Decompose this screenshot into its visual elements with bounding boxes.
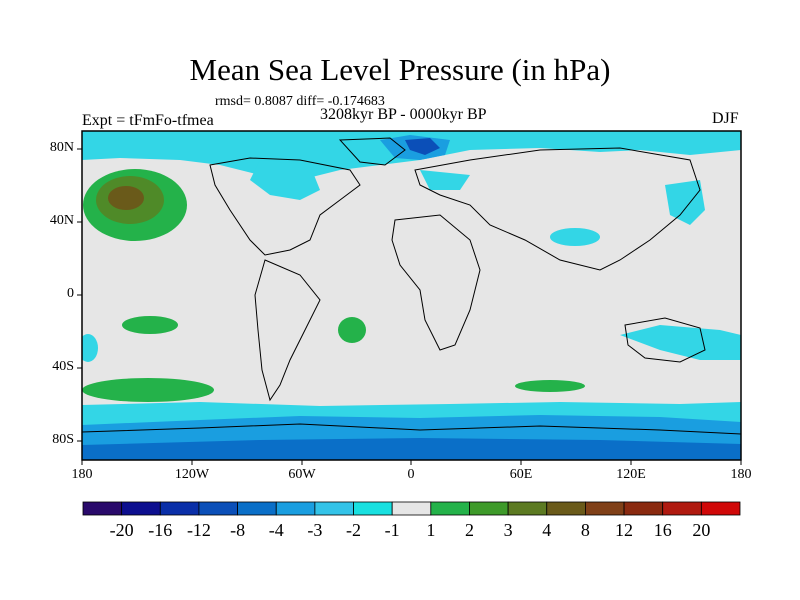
hudson-anomaly [420,170,470,190]
lat-ticks [77,148,82,442]
canada-anomaly [250,160,320,200]
southern-ocean-high-a [82,378,214,402]
colorbar-label: -16 [148,520,173,540]
lon-label-120w: 120W [174,467,210,482]
colorbar-swatch [662,501,702,516]
colorbar-label: -8 [230,520,246,540]
lat-label-0: 0 [67,286,74,301]
tibet-anomaly [550,228,600,246]
antarctica-coast [82,423,741,435]
lon-ticks [81,460,742,465]
colorbar-swatch [275,501,316,516]
south-america-coast [254,259,321,402]
africa-coast [391,214,481,351]
japan-anomaly [665,180,705,225]
lon-label-0: 0 [407,467,415,482]
colorbar-label: -4 [268,520,284,540]
colorbar-label: 20 [692,520,711,540]
south-atlantic-high [338,317,366,343]
south-pacific-high [122,316,178,334]
colorbar-swatch [314,501,354,516]
colorbar-label: 4 [542,520,552,540]
colorbar-swatch [507,501,548,516]
lat-label-40s: 40S [52,359,74,374]
colorbar-swatch [623,501,664,516]
colorbar-label: 8 [580,520,590,540]
colorbar-label: 16 [653,520,672,540]
colorbar-label: -1 [384,520,400,540]
colorbar-swatch [237,501,277,516]
australia-anomaly [620,325,741,360]
colorbar-label: 3 [503,520,513,540]
period-label: 3208kyr BP - 0000kyr BP [320,106,487,123]
north-pacific-high-core [108,186,144,210]
pressure-anomaly-field [82,131,741,460]
lat-label-40n: 40N [49,213,74,228]
greenland-low-core [405,138,440,155]
colorbar-label: -2 [346,520,362,540]
lon-label-60w: 60W [288,467,316,482]
australia-coast [624,317,706,363]
colorbar-label: -20 [109,520,134,540]
colorbar-swatch [198,501,238,516]
lon-label-60e: 60E [509,467,533,482]
southern-ocean-high-b [515,380,585,392]
colorbar-label: -12 [186,520,211,540]
season-label: DJF [712,110,739,127]
colorbar-swatch [82,501,123,516]
coastlines [82,137,741,435]
colorbar-swatch [159,501,200,516]
colorbar [82,501,741,516]
eurasia-coast [414,147,701,271]
lon-label-120e: 120E [616,467,646,482]
west-pacific-anomaly [82,334,98,362]
map-title: Mean Sea Level Pressure (in hPa) [189,52,611,87]
colorbar-label: -3 [307,520,323,540]
antarctic-core [82,438,741,460]
colorbar-swatch [469,501,509,516]
colorbar-swatch [585,501,625,516]
experiment-label: Expt = tFmFo-tfmea [82,112,214,129]
colorbar-swatch [353,501,393,516]
colorbar-swatch [430,501,470,516]
colorbar-label: 12 [615,520,634,540]
lon-label-180w: 180 [71,467,93,482]
colorbar-label: 2 [464,520,474,540]
stats-subtitle: rmsd= 0.8087 diff= -0.174683 [215,94,385,109]
colorbar-swatch [121,501,161,516]
north-america-coast [209,157,361,256]
colorbar-swatch [391,501,432,516]
lon-label-180e: 180 [730,467,752,482]
colorbar-swatch [700,501,741,516]
lat-label-80s: 80S [52,432,74,447]
greenland-coast [338,137,406,166]
lat-label-80n: 80N [49,140,74,155]
colorbar-label: 1 [426,520,436,540]
colorbar-swatch [546,501,586,516]
